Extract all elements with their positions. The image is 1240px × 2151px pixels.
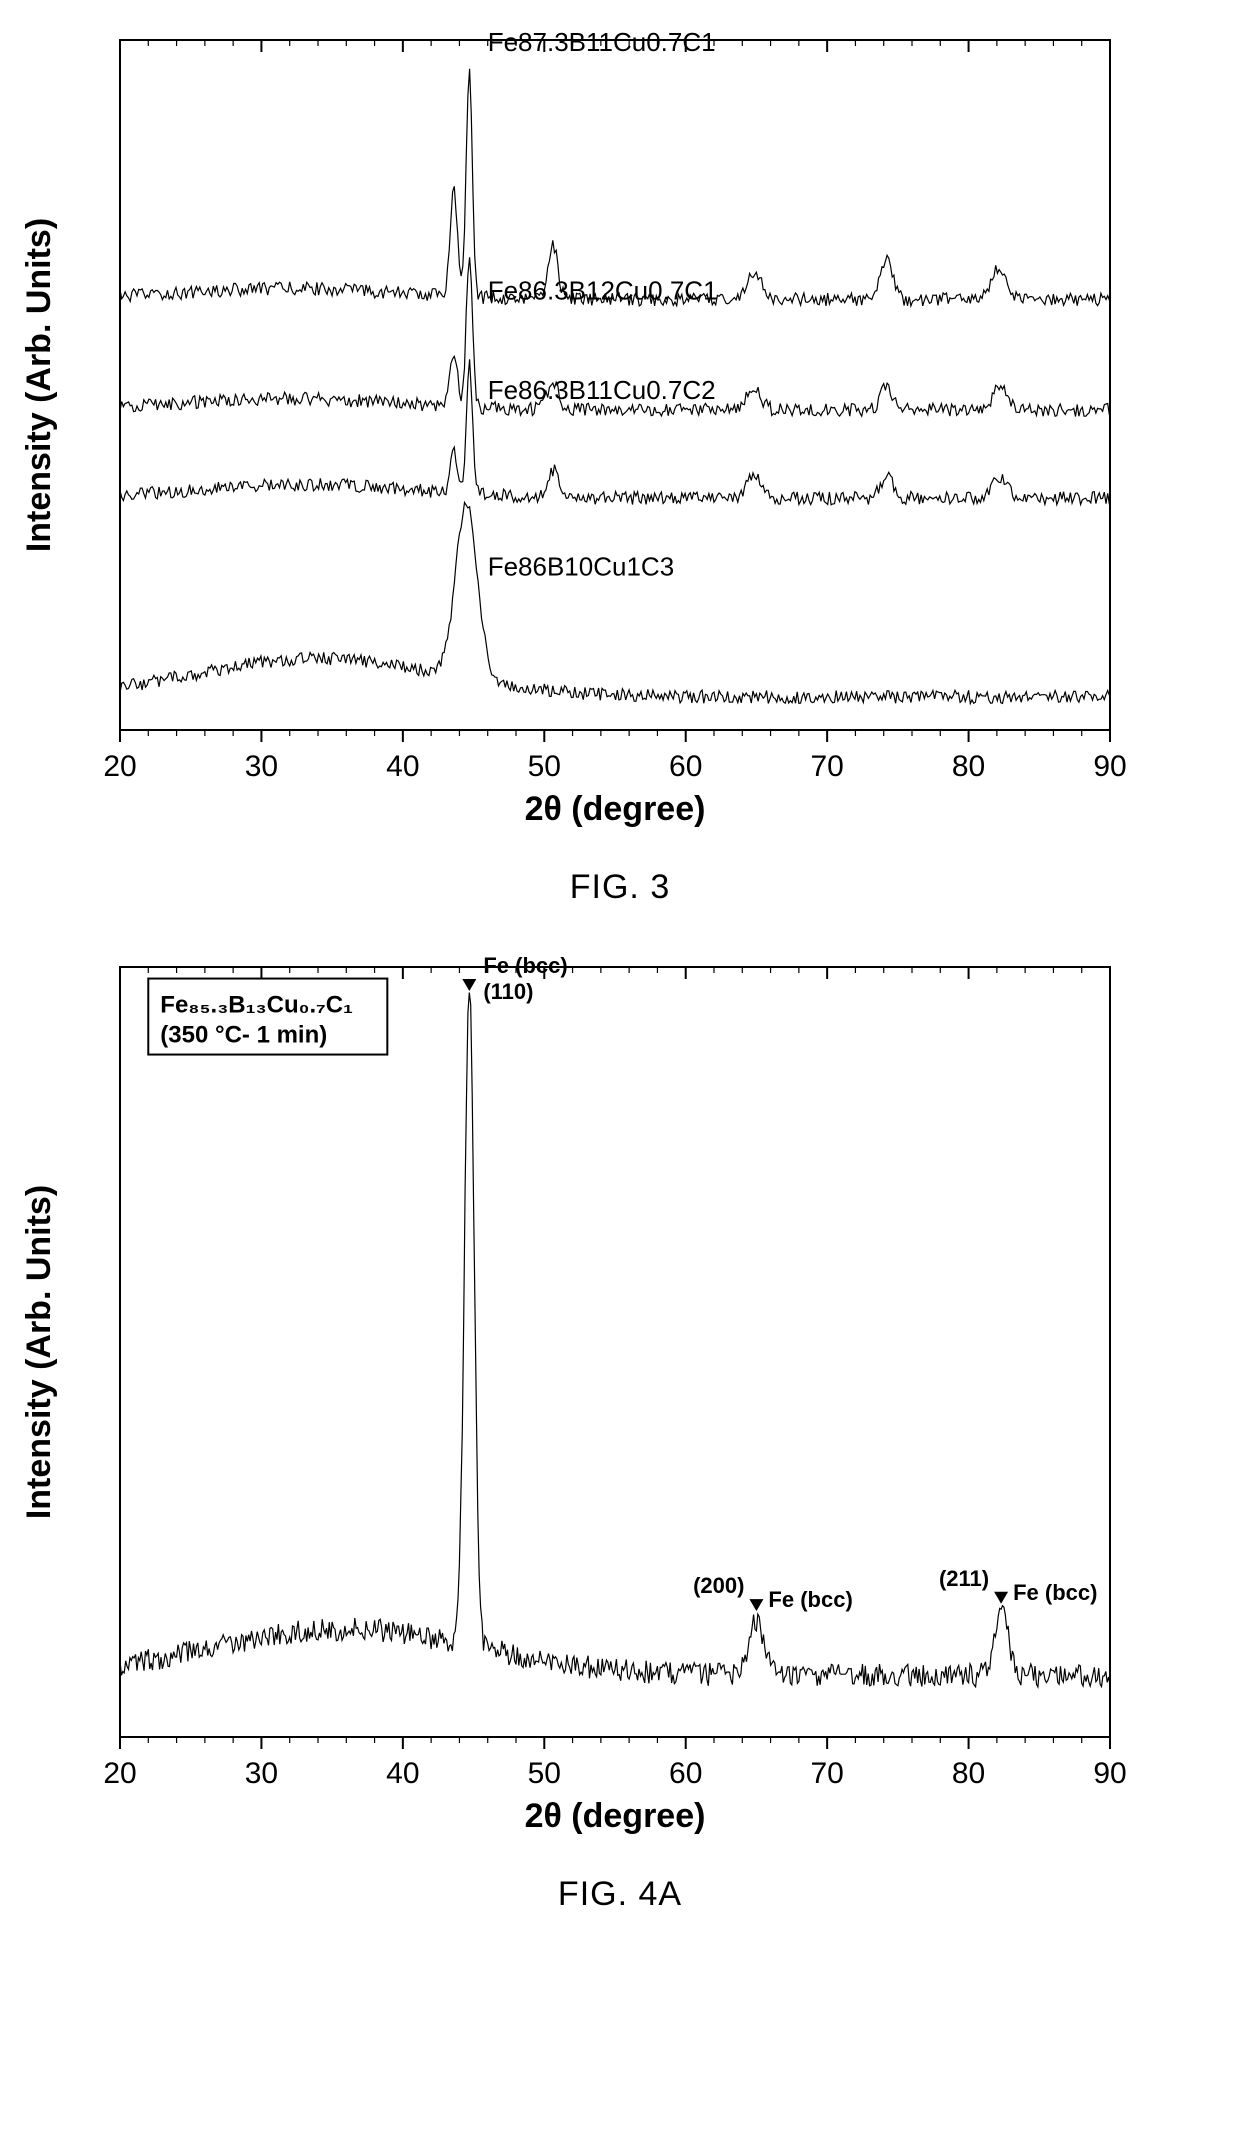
- svg-text:80: 80: [952, 1757, 985, 1790]
- svg-text:80: 80: [952, 750, 985, 783]
- fig3-caption: FIG. 3: [0, 868, 1240, 907]
- svg-text:20: 20: [103, 1757, 136, 1790]
- svg-text:30: 30: [245, 750, 278, 783]
- svg-text:2θ (degree): 2θ (degree): [525, 1797, 706, 1835]
- svg-text:90: 90: [1093, 750, 1126, 783]
- svg-text:50: 50: [528, 750, 561, 783]
- fig4a-chart: Fe (bcc)(110)(200)Fe (bcc)(211)Fe (bcc)F…: [0, 947, 1140, 1847]
- svg-text:20: 20: [103, 750, 136, 783]
- svg-text:Fe₈₅.₃B₁₃Cu₀.₇C₁: Fe₈₅.₃B₁₃Cu₀.₇C₁: [160, 992, 353, 1019]
- svg-text:60: 60: [669, 750, 702, 783]
- svg-text:Fe (bcc): Fe (bcc): [1013, 1580, 1097, 1605]
- svg-text:(211): (211): [939, 1566, 989, 1591]
- figure-3: Fe87.3B11Cu0.7C1 Fe86.3B12Cu0.7C1 Fe86.3B1…: [0, 20, 1240, 907]
- svg-text:Fe (bcc): Fe (bcc): [483, 953, 567, 978]
- svg-text:50: 50: [528, 1757, 561, 1790]
- svg-text:Fe86.3B12Cu0.7C1: Fe86.3B12Cu0.7C1: [488, 275, 718, 305]
- figure-4a: Fe (bcc)(110)(200)Fe (bcc)(211)Fe (bcc)F…: [0, 947, 1240, 1914]
- fig3-chart: Fe87.3B11Cu0.7C1 Fe86.3B12Cu0.7C1 Fe86.3B1…: [0, 20, 1140, 840]
- svg-text:30: 30: [245, 1757, 278, 1790]
- svg-text:40: 40: [386, 750, 419, 783]
- fig4a-caption: FIG. 4A: [0, 1875, 1240, 1914]
- svg-text:90: 90: [1093, 1757, 1126, 1790]
- svg-text:Fe86B10Cu1C3: Fe86B10Cu1C3: [488, 551, 674, 581]
- svg-text:Fe87.3B11Cu0.7C1: Fe87.3B11Cu0.7C1: [488, 27, 716, 57]
- svg-text:Fe (bcc): Fe (bcc): [768, 1587, 852, 1612]
- svg-text:70: 70: [810, 1757, 843, 1790]
- svg-text:60: 60: [669, 1757, 702, 1790]
- svg-text:(350 °C- 1 min): (350 °C- 1 min): [160, 1022, 327, 1049]
- svg-text:Fe86.3B11Cu0.7C2: Fe86.3B11Cu0.7C2: [488, 375, 716, 405]
- svg-text:2θ (degree): 2θ (degree): [525, 790, 706, 828]
- svg-text:(110): (110): [483, 979, 533, 1004]
- svg-text:40: 40: [386, 1757, 419, 1790]
- svg-text:Intensity (Arb. Units): Intensity (Arb. Units): [20, 1185, 58, 1519]
- svg-text:Intensity (Arb. Units): Intensity (Arb. Units): [20, 218, 58, 552]
- svg-text:(200): (200): [693, 1573, 744, 1598]
- svg-text:70: 70: [810, 750, 843, 783]
- page: Fe87.3B11Cu0.7C1 Fe86.3B12Cu0.7C1 Fe86.3B1…: [0, 0, 1240, 1994]
